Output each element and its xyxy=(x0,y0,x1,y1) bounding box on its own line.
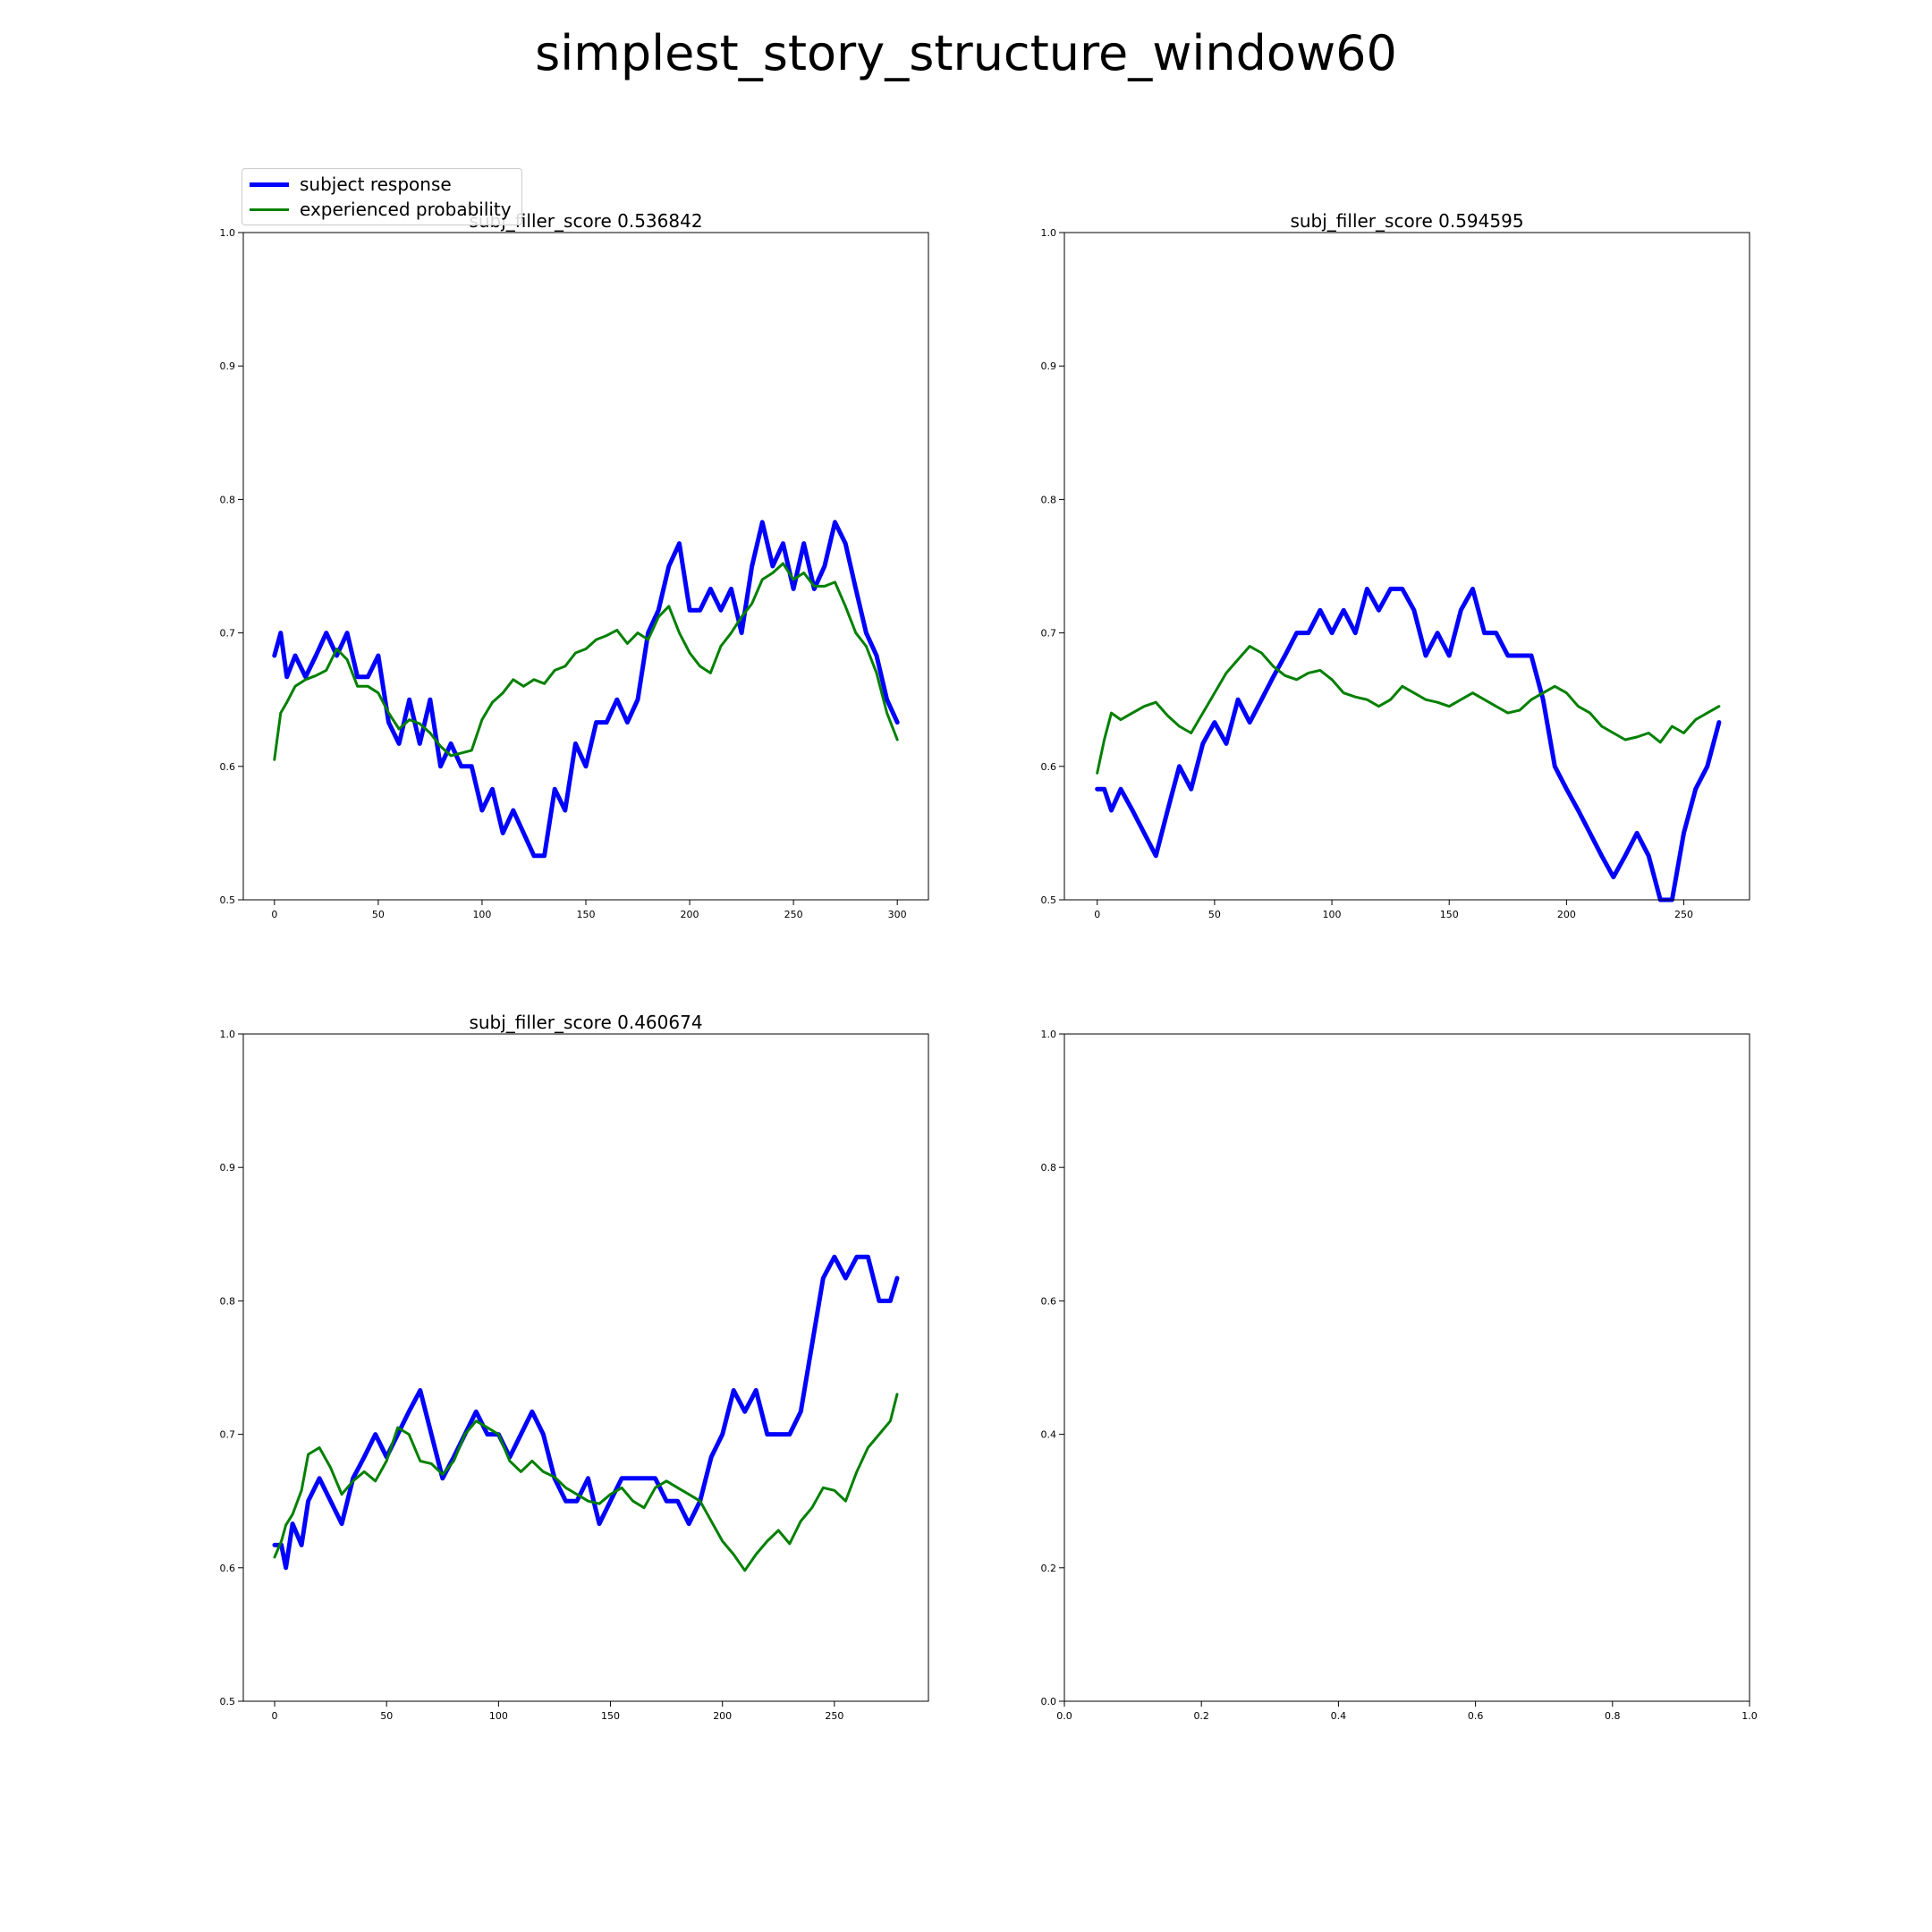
x-tick-label: 150 xyxy=(601,1710,620,1722)
figure-title: simplest_story_structure_window60 xyxy=(535,25,1397,81)
panel-title: subj_filler_score 0.594595 xyxy=(1290,210,1523,232)
legend-label: subject response xyxy=(300,174,452,195)
y-tick-label: 0.7 xyxy=(1041,628,1057,640)
x-tick-label: 0.4 xyxy=(1331,1710,1347,1722)
x-tick-label: 150 xyxy=(577,909,596,920)
y-tick-label: 0.8 xyxy=(1041,1162,1057,1174)
x-tick-label: 100 xyxy=(1323,909,1342,920)
series-line-experienced-probability xyxy=(273,1393,899,1572)
y-tick-label: 0.6 xyxy=(220,1563,236,1574)
x-tick-label: 0.0 xyxy=(1056,1710,1072,1722)
axes-frame xyxy=(242,1033,929,1702)
x-tick-label: 200 xyxy=(681,909,699,920)
y-tick-label: 0.6 xyxy=(220,761,236,773)
axes-frame xyxy=(1063,232,1750,901)
x-tick-label: 200 xyxy=(713,1710,732,1722)
x-tick-label: 50 xyxy=(1208,909,1221,920)
y-tick-label: 0.5 xyxy=(1041,894,1057,906)
y-tick-label: 1.0 xyxy=(1041,227,1057,239)
x-tick-label: 0 xyxy=(1094,909,1100,920)
y-tick-label: 1.0 xyxy=(1041,1029,1057,1040)
x-tick-label: 300 xyxy=(888,909,907,920)
x-tick-label: 0.2 xyxy=(1193,1710,1209,1722)
x-tick-label: 100 xyxy=(489,1710,508,1722)
y-tick-label: 0.8 xyxy=(220,1295,236,1307)
legend-entry-experienced-probability: experienced probability xyxy=(250,197,512,222)
y-tick-label: 1.0 xyxy=(220,1029,236,1040)
y-tick-label: 0.8 xyxy=(1041,494,1057,505)
legend-label: experienced probability xyxy=(300,199,512,220)
x-tick-label: 250 xyxy=(825,1710,843,1722)
y-tick-label: 0.6 xyxy=(1041,1295,1057,1307)
x-tick-label: 1.0 xyxy=(1741,1710,1758,1722)
x-tick-label: 100 xyxy=(472,909,491,920)
legend: subject response experienced probability xyxy=(242,168,522,225)
x-tick-label: 0.6 xyxy=(1468,1710,1484,1722)
y-tick-label: 0.7 xyxy=(220,1429,236,1441)
y-tick-label: 0.5 xyxy=(220,894,236,906)
series-line-subject-response xyxy=(272,520,900,859)
x-tick-label: 0.8 xyxy=(1605,1710,1621,1722)
legend-entry-subject-response: subject response xyxy=(250,172,452,197)
x-tick-label: 250 xyxy=(784,909,803,920)
y-tick-label: 0.4 xyxy=(1041,1429,1057,1441)
series-line-subject-response xyxy=(272,1254,900,1571)
y-tick-label: 0.0 xyxy=(1041,1696,1057,1707)
y-tick-label: 0.9 xyxy=(220,360,236,372)
y-tick-label: 0.9 xyxy=(1041,360,1057,372)
legend-swatch-blue xyxy=(250,182,289,187)
panel-title: subj_filler_score 0.460674 xyxy=(469,1012,702,1033)
x-tick-label: 250 xyxy=(1674,909,1693,920)
y-tick-label: 0.2 xyxy=(1041,1563,1057,1574)
x-tick-label: 0 xyxy=(271,909,277,920)
x-tick-label: 200 xyxy=(1557,909,1576,920)
axes-frame xyxy=(242,232,929,901)
legend-swatch-green xyxy=(250,208,289,211)
y-tick-label: 0.8 xyxy=(220,494,236,505)
y-tick-label: 1.0 xyxy=(220,227,236,239)
y-tick-label: 0.5 xyxy=(220,1696,236,1707)
y-tick-label: 0.9 xyxy=(220,1162,236,1174)
series-line-experienced-probability xyxy=(1096,645,1721,775)
y-tick-label: 0.7 xyxy=(220,628,236,640)
x-tick-label: 50 xyxy=(380,1710,393,1722)
series-line-subject-response xyxy=(1095,586,1722,902)
series-line-experienced-probability xyxy=(273,562,899,761)
x-tick-label: 50 xyxy=(372,909,385,920)
x-tick-label: 150 xyxy=(1440,909,1459,920)
y-tick-label: 0.6 xyxy=(1041,761,1057,773)
x-tick-label: 0 xyxy=(272,1710,278,1722)
axes-frame xyxy=(1063,1033,1750,1702)
